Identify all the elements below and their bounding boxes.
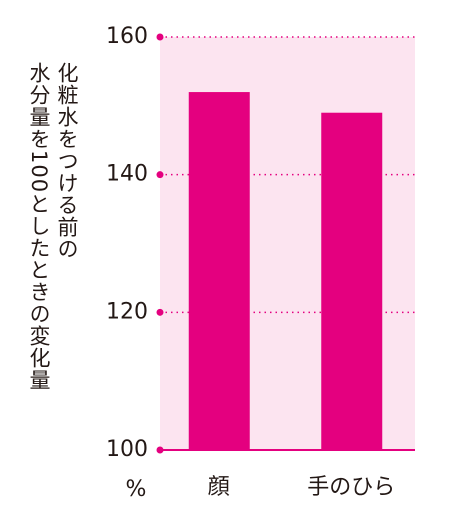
- tick-dot: [156, 308, 164, 316]
- bar: [188, 92, 250, 451]
- y-tick-label: 100: [106, 437, 148, 462]
- y-tick-label: 140: [106, 162, 148, 187]
- y-axis-unit: %: [126, 477, 147, 502]
- tick-dot: [156, 33, 164, 41]
- y-tick-label: 120: [106, 299, 148, 324]
- y-tick-label: 160: [106, 24, 148, 49]
- x-tick-label: 手のひら: [307, 475, 395, 500]
- y-axis-title-line: 化粧水をつける前の: [55, 62, 79, 260]
- y-axis-title-line: 水分量を100としたときの変化量: [27, 62, 51, 391]
- bar: [321, 112, 383, 450]
- x-tick-label: 顔: [208, 475, 230, 500]
- tick-dot: [156, 171, 164, 179]
